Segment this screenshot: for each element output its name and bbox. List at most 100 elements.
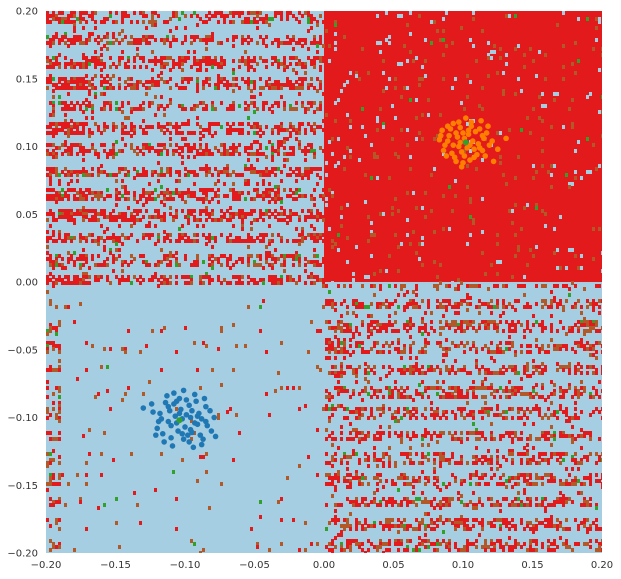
region-cell bbox=[328, 188, 331, 192]
region-cell bbox=[451, 521, 454, 525]
region-cell bbox=[82, 17, 85, 21]
region-cell bbox=[151, 59, 154, 63]
region-cell bbox=[175, 212, 178, 216]
region-cell bbox=[592, 326, 595, 330]
region-cell bbox=[181, 131, 184, 135]
region-cell bbox=[85, 59, 88, 63]
region-cell bbox=[313, 17, 316, 21]
region-cell bbox=[601, 365, 602, 369]
region-cell bbox=[328, 341, 331, 345]
region-cell bbox=[223, 83, 226, 87]
region-cell bbox=[112, 239, 115, 243]
region-cell bbox=[250, 167, 253, 171]
region-cell bbox=[391, 479, 394, 483]
region-cell bbox=[280, 11, 283, 15]
region-cell bbox=[388, 518, 391, 522]
region-cell bbox=[166, 62, 169, 66]
region-cell bbox=[52, 152, 55, 156]
region-cell bbox=[364, 305, 367, 309]
region-cell bbox=[364, 371, 367, 375]
region-cell bbox=[205, 212, 208, 216]
region-cell bbox=[58, 11, 61, 15]
region-cell bbox=[286, 275, 289, 279]
region-cell bbox=[106, 125, 109, 129]
region-cell bbox=[61, 188, 64, 192]
region-cell bbox=[589, 320, 592, 324]
region-cell bbox=[457, 521, 460, 525]
region-cell bbox=[457, 368, 460, 372]
region-cell bbox=[349, 149, 352, 153]
region-cell bbox=[382, 125, 385, 129]
region-cell bbox=[184, 38, 187, 42]
region-cell bbox=[574, 323, 577, 327]
region-cell bbox=[106, 275, 109, 279]
region-cell bbox=[208, 263, 211, 267]
region-cell bbox=[64, 104, 67, 108]
region-cell bbox=[373, 455, 376, 459]
region-cell bbox=[439, 263, 442, 267]
region-cell bbox=[169, 122, 172, 126]
region-cell bbox=[439, 386, 442, 390]
region-cell bbox=[232, 224, 235, 228]
region-cell bbox=[241, 38, 244, 42]
region-cell bbox=[442, 395, 445, 399]
region-cell bbox=[316, 209, 319, 213]
region-cell bbox=[76, 257, 79, 261]
region-cell bbox=[199, 212, 202, 216]
region-cell bbox=[403, 395, 406, 399]
region-cell bbox=[550, 413, 553, 417]
region-cell bbox=[46, 197, 49, 201]
region-cell bbox=[88, 452, 91, 456]
region-cell bbox=[214, 62, 217, 66]
region-cell bbox=[589, 392, 592, 396]
region-cell bbox=[184, 56, 187, 60]
region-cell bbox=[373, 392, 376, 396]
region-cell bbox=[58, 455, 61, 459]
region-cell bbox=[562, 389, 565, 393]
region-cell bbox=[385, 521, 388, 525]
region-cell bbox=[559, 266, 562, 270]
region-cell bbox=[433, 386, 436, 390]
region-cell bbox=[391, 329, 394, 333]
region-cell bbox=[505, 62, 508, 66]
region-cell bbox=[130, 260, 133, 264]
region-cell bbox=[562, 494, 565, 498]
region-cell bbox=[334, 386, 337, 390]
region-cell bbox=[580, 503, 583, 507]
region-cell bbox=[91, 32, 94, 36]
region-cell bbox=[529, 131, 532, 135]
region-cell bbox=[361, 527, 364, 531]
region-cell bbox=[499, 47, 502, 51]
region-cell bbox=[178, 236, 181, 240]
region-cell bbox=[58, 350, 61, 354]
region-cell bbox=[349, 527, 352, 531]
region-cell bbox=[49, 20, 52, 24]
region-cell bbox=[490, 431, 493, 435]
region-cell bbox=[520, 431, 523, 435]
region-cell bbox=[232, 38, 235, 42]
region-cell bbox=[496, 323, 499, 327]
region-cell bbox=[433, 329, 436, 333]
region-cell bbox=[262, 197, 265, 201]
region-cell bbox=[496, 518, 499, 522]
region-cell bbox=[88, 89, 91, 93]
region-cell bbox=[250, 221, 253, 225]
region-cell bbox=[70, 281, 73, 285]
region-cell bbox=[250, 236, 253, 240]
region-cell bbox=[217, 278, 220, 282]
region-cell bbox=[160, 185, 163, 189]
region-cell bbox=[67, 146, 70, 150]
region-cell bbox=[334, 41, 337, 45]
region-cell bbox=[343, 338, 346, 342]
region-cell bbox=[91, 11, 94, 15]
region-cell bbox=[580, 446, 583, 450]
region-cell bbox=[118, 212, 121, 216]
region-cell bbox=[553, 92, 556, 96]
region-cell bbox=[115, 194, 118, 198]
region-cell bbox=[175, 257, 178, 261]
region-cell bbox=[232, 89, 235, 93]
region-cell bbox=[67, 38, 70, 42]
region-cell bbox=[103, 149, 106, 153]
region-cell bbox=[514, 392, 517, 396]
region-cell bbox=[547, 350, 550, 354]
